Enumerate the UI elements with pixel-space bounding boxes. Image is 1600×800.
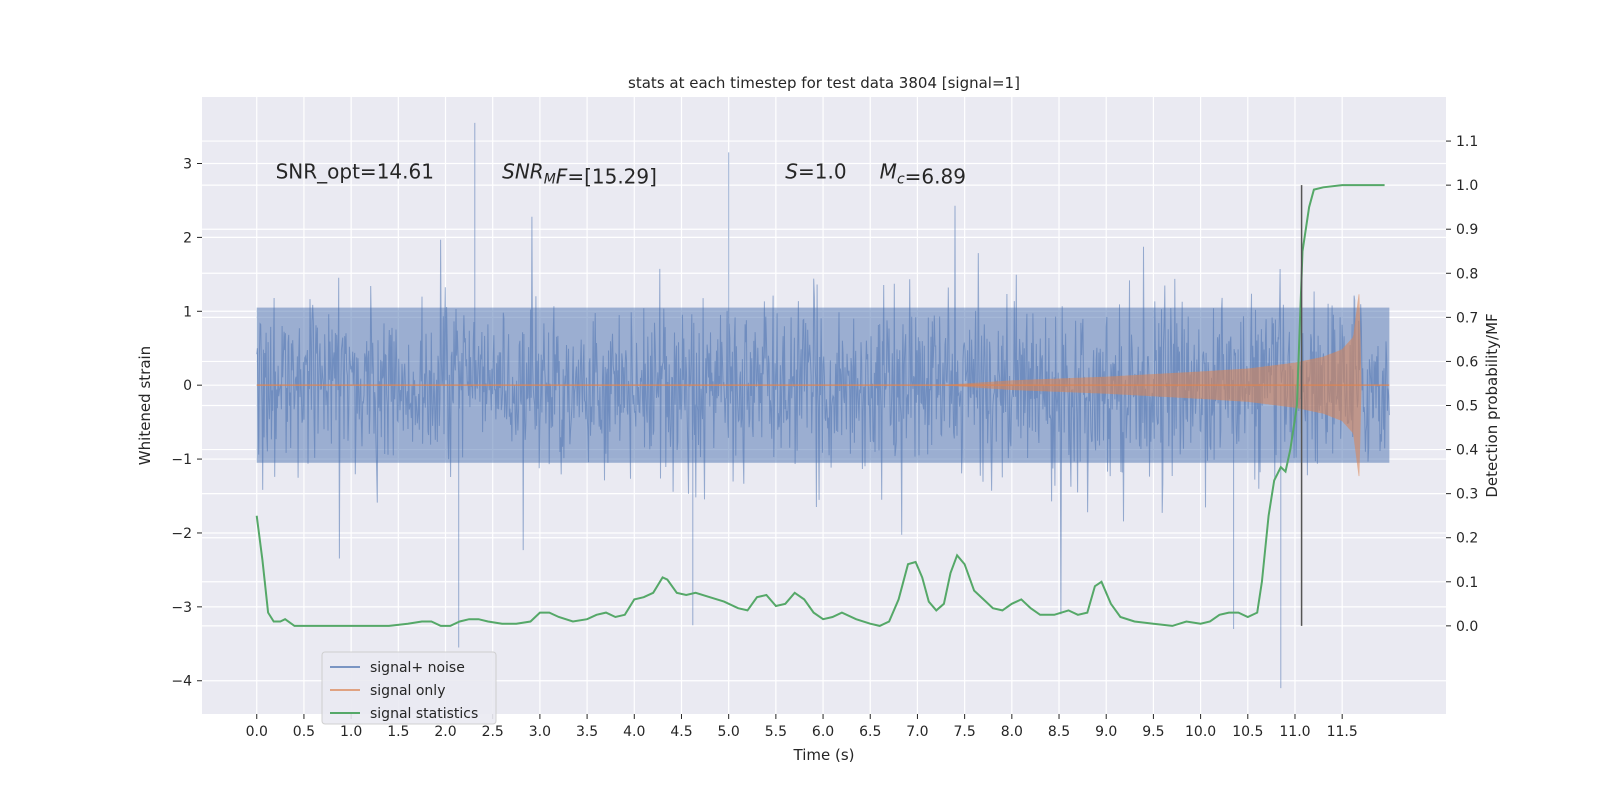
legend-label: signal+ noise — [370, 660, 465, 676]
stat-annotation: S=1.0 — [785, 159, 846, 183]
y-right-tick-label: 0.2 — [1456, 531, 1478, 547]
x-tick-label: 5.5 — [765, 724, 787, 740]
y-left-tick-label: −1 — [171, 452, 192, 468]
y-axis-left-title: Whitened strain — [136, 346, 154, 465]
x-tick-label: 3.0 — [529, 724, 551, 740]
y-right-tick-label: 0.1 — [1456, 575, 1478, 591]
x-tick-label: 5.0 — [718, 724, 740, 740]
x-tick-label: 0.0 — [246, 724, 268, 740]
y-left-tick-label: −4 — [171, 674, 192, 690]
stat-annotation: SNR_opt=14.61 — [276, 159, 434, 183]
legend-label: signal only — [370, 683, 445, 699]
y-right-tick-label: 1.1 — [1456, 134, 1478, 150]
x-tick-label: 10.0 — [1185, 724, 1216, 740]
y-left-tick-label: 3 — [183, 157, 192, 173]
x-tick-label: 2.0 — [434, 724, 456, 740]
x-tick-label: 2.5 — [482, 724, 504, 740]
stat-annotation: SNRMF=[15.29] — [502, 159, 657, 188]
series-signal-statistics — [255, 184, 1385, 627]
x-tick-label: 8.0 — [1001, 724, 1023, 740]
x-tick-label: 9.5 — [1142, 724, 1164, 740]
series-signal-noise — [256, 122, 1390, 689]
y-right-tick-label: 0.7 — [1456, 310, 1478, 326]
y-axis-right-title: Detection probability/MF — [1483, 313, 1501, 497]
x-tick-label: 7.5 — [954, 724, 976, 740]
x-tick-label: 4.0 — [623, 724, 645, 740]
y-right-tick-label: 0.5 — [1456, 399, 1478, 415]
y-right-tick-label: 0.4 — [1456, 443, 1478, 459]
stat-annotation: Mc=6.89 — [880, 159, 966, 188]
x-tick-label: 0.5 — [293, 724, 315, 740]
y-right-tick-label: 0.8 — [1456, 266, 1478, 282]
y-left-tick-label: 0 — [183, 378, 192, 394]
y-right-tick-label: 1.0 — [1456, 178, 1478, 194]
x-tick-label: 8.5 — [1048, 724, 1070, 740]
x-tick-label: 3.5 — [576, 724, 598, 740]
y-left-tick-label: 1 — [183, 304, 192, 320]
x-tick-label: 7.0 — [906, 724, 928, 740]
x-tick-label: 11.0 — [1279, 724, 1310, 740]
y-left-tick-label: −2 — [171, 526, 192, 542]
x-tick-label: 9.0 — [1095, 724, 1117, 740]
series-signal-only — [945, 294, 1362, 477]
x-tick-label: 10.5 — [1232, 724, 1263, 740]
y-right-tick-label: 0.6 — [1456, 354, 1478, 370]
y-left-tick-label: 2 — [183, 230, 192, 246]
legend-label: signal statistics — [370, 706, 478, 722]
y-right-tick-label: 0.9 — [1456, 222, 1478, 238]
x-tick-label: 11.5 — [1327, 724, 1358, 740]
y-right-tick-label: 0.0 — [1456, 619, 1478, 635]
x-tick-label: 4.5 — [670, 724, 692, 740]
y-right-tick-label: 0.3 — [1456, 487, 1478, 503]
x-axis-title: Time (s) — [793, 746, 855, 764]
x-tick-label: 6.0 — [812, 724, 834, 740]
chart-title: stats at each timestep for test data 380… — [628, 74, 1020, 92]
legend-box — [321, 651, 497, 725]
x-tick-label: 6.5 — [859, 724, 881, 740]
x-tick-label: 1.0 — [340, 724, 362, 740]
x-tick-label: 1.5 — [387, 724, 409, 740]
y-left-tick-label: −3 — [171, 600, 192, 616]
